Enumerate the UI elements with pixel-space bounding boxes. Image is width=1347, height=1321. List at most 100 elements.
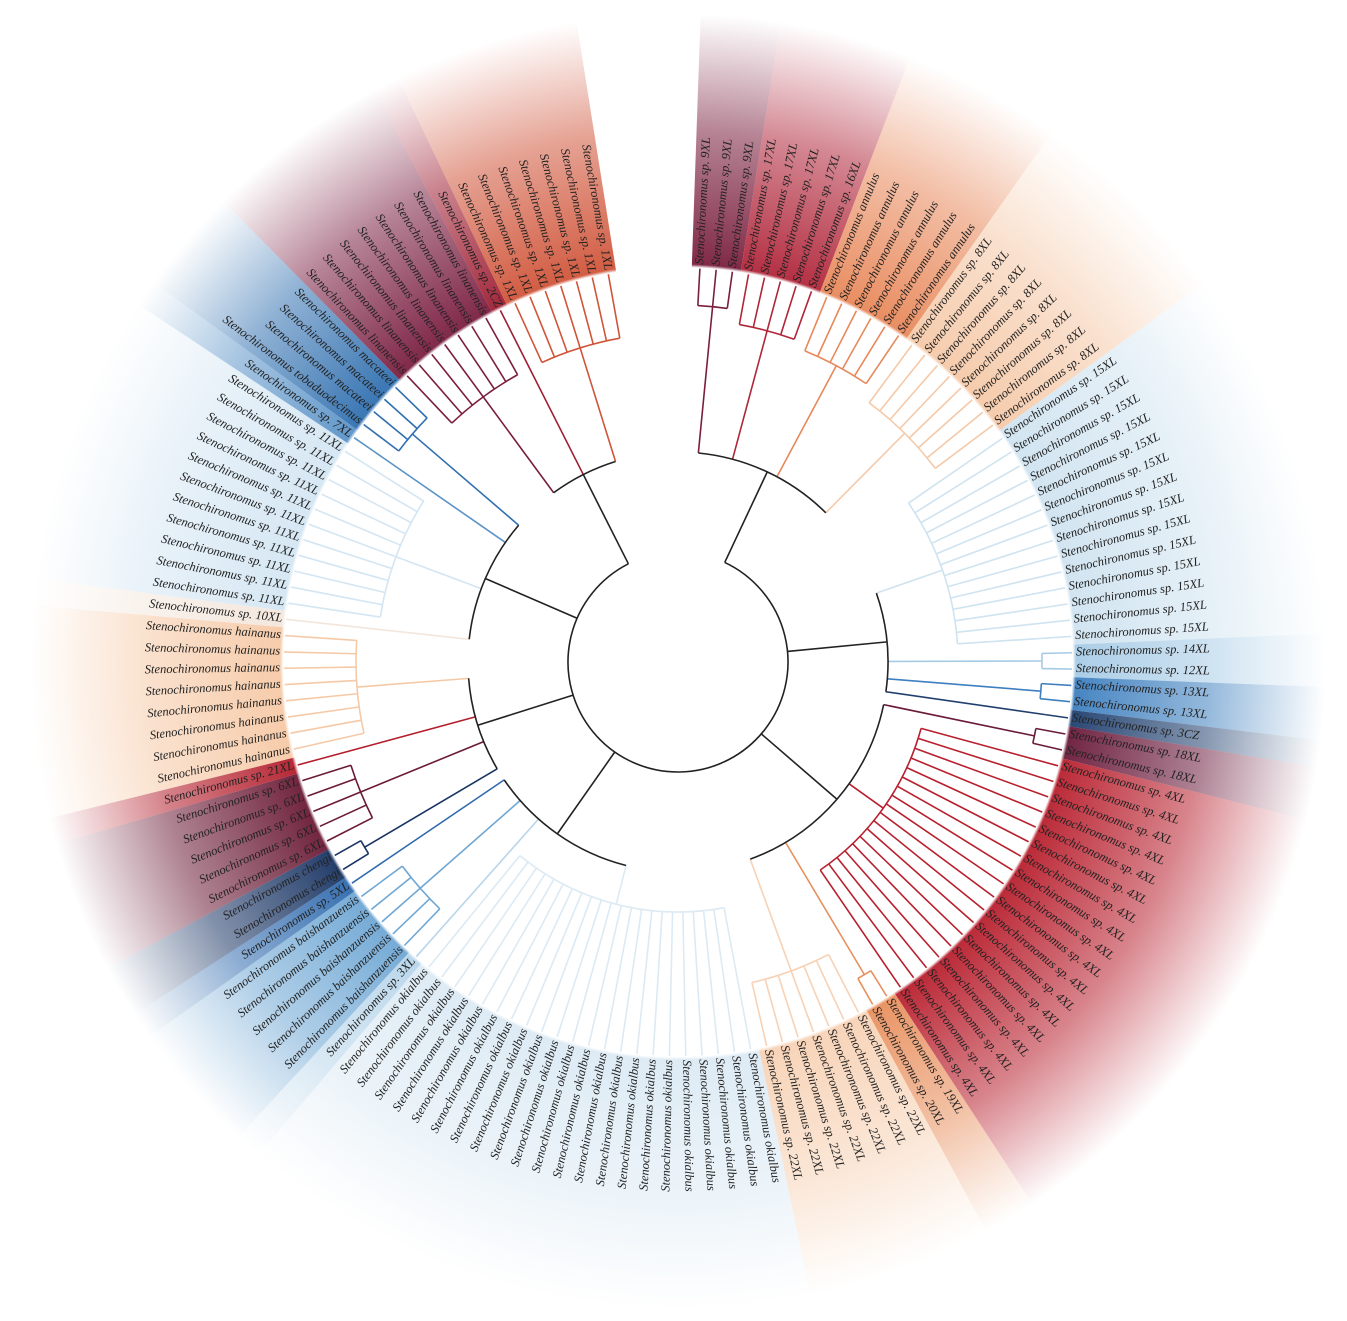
clade-wedge: [134, 875, 359, 1037]
branch: [567, 561, 789, 773]
branch: [514, 302, 543, 363]
clade-wedge: [373, 77, 509, 316]
branch: [883, 703, 1035, 737]
branch: [484, 577, 578, 620]
branch: [556, 899, 603, 1038]
branch: [917, 737, 1054, 783]
branch: [591, 277, 608, 342]
branch: [370, 876, 412, 911]
branch: [724, 471, 768, 563]
branch: [866, 828, 975, 924]
branch: [816, 303, 843, 357]
branch: [901, 776, 1029, 843]
branch: [342, 852, 369, 871]
branch: [926, 411, 984, 459]
branch: [749, 704, 885, 860]
branch: [415, 938, 433, 958]
branch: [467, 678, 498, 770]
branch: [668, 911, 674, 1056]
branch: [353, 437, 374, 452]
branch: [819, 869, 902, 988]
branch: [582, 474, 630, 565]
clade-wedge: [397, 21, 617, 309]
branch: [870, 970, 888, 997]
branch: [766, 281, 782, 331]
branches: [284, 268, 1072, 1056]
clade-wedge: [137, 282, 361, 446]
branch: [287, 706, 360, 718]
branch: [1041, 667, 1072, 670]
clade-wedge: [1067, 677, 1326, 741]
branch: [752, 277, 766, 328]
branch: [360, 865, 403, 898]
branch: [544, 290, 568, 353]
clade-wedge: [904, 132, 1204, 433]
branch: [697, 304, 728, 310]
branch: [793, 291, 813, 340]
branch: [363, 423, 400, 452]
branch: [713, 909, 736, 1053]
branch: [607, 274, 621, 339]
branch: [908, 387, 962, 439]
branch: [777, 975, 799, 1038]
branch: [419, 799, 521, 889]
branch: [291, 586, 383, 606]
branch: [603, 907, 633, 1050]
branch: [485, 317, 519, 376]
branch: [726, 271, 734, 309]
branch: [499, 309, 512, 332]
leaf-label: Stenochironomus sp. 14XL: [1076, 641, 1210, 658]
branch: [896, 785, 1022, 857]
branch: [428, 855, 521, 968]
branch: [711, 269, 717, 307]
branch: [370, 779, 505, 871]
clade-wedge: [864, 990, 1033, 1232]
branch: [1045, 713, 1069, 719]
branch: [859, 835, 964, 936]
branch: [790, 970, 815, 1033]
branch: [556, 751, 616, 835]
branch: [431, 818, 540, 940]
branch: [889, 364, 938, 421]
branch: [314, 508, 401, 546]
branch: [381, 887, 421, 923]
branch: [560, 285, 581, 349]
branch: [947, 555, 1058, 588]
branch: [760, 733, 838, 800]
branch: [908, 437, 1003, 504]
branch: [356, 677, 469, 688]
branch: [1039, 683, 1043, 699]
branch: [336, 464, 418, 513]
branch: [451, 374, 518, 424]
branch: [529, 296, 556, 358]
clade-wedge: [996, 283, 1326, 645]
branch: [815, 960, 845, 1020]
branch: [844, 850, 940, 958]
branch: [697, 306, 714, 454]
branch: [350, 765, 374, 819]
clade-wedge: [29, 605, 298, 819]
branch: [394, 386, 428, 419]
leaf-label: Stenochironomus sp. 12XL: [1076, 661, 1210, 677]
branch: [326, 817, 373, 842]
branch: [360, 740, 484, 793]
branch: [829, 310, 858, 363]
branch: [692, 911, 703, 1056]
clade-wedge: [892, 757, 1307, 1205]
branch: [702, 910, 720, 1055]
branch: [879, 811, 995, 898]
clade-wedge: [1069, 633, 1326, 688]
branch: [828, 863, 915, 979]
branch: [906, 766, 1037, 828]
branch: [779, 285, 797, 335]
branch: [1041, 651, 1072, 655]
branch: [1032, 742, 1063, 751]
branch: [334, 839, 362, 857]
branch: [891, 794, 1013, 871]
branch: [403, 908, 441, 947]
branch: [406, 375, 453, 424]
clade-wedge: [32, 578, 290, 628]
branch: [910, 757, 1043, 813]
branch: [956, 619, 1070, 634]
